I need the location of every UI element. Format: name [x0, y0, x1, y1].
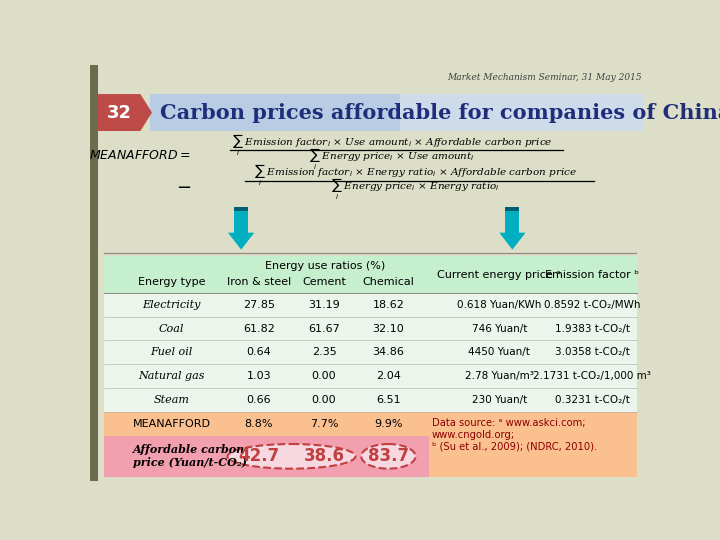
Text: 27.85: 27.85	[243, 300, 275, 309]
Text: 0.00: 0.00	[312, 395, 336, 405]
Text: Cement: Cement	[302, 278, 346, 287]
Text: 0.66: 0.66	[247, 395, 271, 405]
Text: $-$: $-$	[176, 178, 191, 195]
Ellipse shape	[361, 444, 415, 469]
Text: 3.0358 t-CO₂/t: 3.0358 t-CO₂/t	[555, 347, 629, 357]
Text: 31.19: 31.19	[308, 300, 340, 309]
Text: 2.78 Yuan/m³: 2.78 Yuan/m³	[465, 372, 534, 381]
Text: 18.62: 18.62	[372, 300, 405, 309]
Text: Energy type: Energy type	[138, 278, 205, 287]
Text: Current energy price ᵃ: Current energy price ᵃ	[437, 269, 561, 280]
Ellipse shape	[228, 444, 356, 469]
Text: MEANAFFORD: MEANAFFORD	[132, 419, 210, 429]
Text: 9.9%: 9.9%	[374, 419, 402, 429]
Polygon shape	[228, 233, 254, 249]
FancyBboxPatch shape	[104, 316, 637, 340]
Text: 2.1731 t-CO₂/1,000 m³: 2.1731 t-CO₂/1,000 m³	[534, 372, 651, 381]
Text: 1.9383 t-CO₂/t: 1.9383 t-CO₂/t	[554, 323, 630, 334]
FancyBboxPatch shape	[104, 388, 637, 412]
FancyBboxPatch shape	[150, 94, 644, 131]
Text: $\sum_i$ Energy price$_i$ × Use amount$_i$: $\sum_i$ Energy price$_i$ × Use amount$_…	[310, 146, 475, 172]
Text: $\sum_i$ Energy price$_i$ × Energy ratio$_i$: $\sum_i$ Energy price$_i$ × Energy ratio…	[331, 177, 500, 202]
Text: 61.82: 61.82	[243, 323, 275, 334]
Text: 0.618 Yuan/KWh: 0.618 Yuan/KWh	[457, 300, 541, 309]
Text: Electricity: Electricity	[142, 300, 201, 309]
Text: 32: 32	[107, 104, 132, 122]
Text: 8.8%: 8.8%	[245, 419, 273, 429]
FancyBboxPatch shape	[104, 412, 429, 436]
Text: Market Mechanism Seminar, 31 May 2015: Market Mechanism Seminar, 31 May 2015	[447, 72, 642, 82]
Text: 2.35: 2.35	[312, 347, 336, 357]
Text: 0.64: 0.64	[246, 347, 271, 357]
FancyBboxPatch shape	[234, 207, 248, 233]
Polygon shape	[98, 94, 152, 131]
Text: Carbon prices affordable for companies of China: Carbon prices affordable for companies o…	[160, 103, 720, 123]
Text: 4450 Yuan/t: 4450 Yuan/t	[468, 347, 530, 357]
Text: Coal: Coal	[158, 323, 184, 334]
Text: 7.7%: 7.7%	[310, 419, 338, 429]
FancyBboxPatch shape	[429, 412, 637, 436]
Text: $\sum_i$ Emission factor$_i$ × Use amount$_i$ × Affordable carbon price: $\sum_i$ Emission factor$_i$ × Use amoun…	[232, 132, 552, 158]
FancyBboxPatch shape	[505, 207, 519, 211]
Text: Data source: ᵃ www.askci.com;
www.cngold.org;
ᵇ (Su et al., 2009); (NDRC, 2010).: Data source: ᵃ www.askci.com; www.cngold…	[432, 418, 597, 451]
FancyBboxPatch shape	[104, 340, 637, 364]
Text: 2.04: 2.04	[376, 372, 401, 381]
Text: 746 Yuan/t: 746 Yuan/t	[472, 323, 527, 334]
Text: 1.03: 1.03	[247, 372, 271, 381]
FancyBboxPatch shape	[90, 65, 98, 481]
FancyBboxPatch shape	[505, 207, 519, 233]
Text: 61.67: 61.67	[308, 323, 340, 334]
Text: 230 Yuan/t: 230 Yuan/t	[472, 395, 527, 405]
Text: Energy use ratios (%): Energy use ratios (%)	[265, 261, 385, 271]
FancyBboxPatch shape	[234, 207, 248, 211]
Text: 83.7: 83.7	[368, 447, 409, 465]
Text: 32.10: 32.10	[372, 323, 404, 334]
Text: 38.6: 38.6	[304, 447, 345, 465]
FancyBboxPatch shape	[104, 293, 637, 316]
Text: Steam: Steam	[153, 395, 189, 405]
FancyBboxPatch shape	[429, 436, 637, 477]
Text: Iron & steel: Iron & steel	[227, 278, 291, 287]
Text: 6.51: 6.51	[376, 395, 401, 405]
Text: Affordable carbon
price (Yuan/t-CO₂): Affordable carbon price (Yuan/t-CO₂)	[132, 444, 247, 468]
FancyBboxPatch shape	[104, 436, 429, 477]
FancyBboxPatch shape	[400, 94, 644, 131]
Text: 42.7: 42.7	[238, 447, 279, 465]
Text: $\sum_i$ Emission factor$_i$ × Energy ratio$_i$ × Affordable carbon price: $\sum_i$ Emission factor$_i$ × Energy ra…	[254, 163, 577, 188]
Text: 0.00: 0.00	[312, 372, 336, 381]
FancyBboxPatch shape	[104, 256, 637, 293]
FancyBboxPatch shape	[104, 364, 637, 388]
Text: $MEANAFFORD=$: $MEANAFFORD=$	[89, 149, 191, 162]
Text: 0.8592 t-CO₂/MWh: 0.8592 t-CO₂/MWh	[544, 300, 641, 309]
Text: Natural gas: Natural gas	[138, 372, 204, 381]
Text: 0.3231 t-CO₂/t: 0.3231 t-CO₂/t	[555, 395, 629, 405]
Polygon shape	[499, 233, 526, 249]
Text: Fuel oil: Fuel oil	[150, 347, 192, 357]
Text: 34.86: 34.86	[372, 347, 405, 357]
Text: Chemical: Chemical	[362, 278, 414, 287]
Text: Emission factor ᵇ: Emission factor ᵇ	[545, 269, 639, 280]
